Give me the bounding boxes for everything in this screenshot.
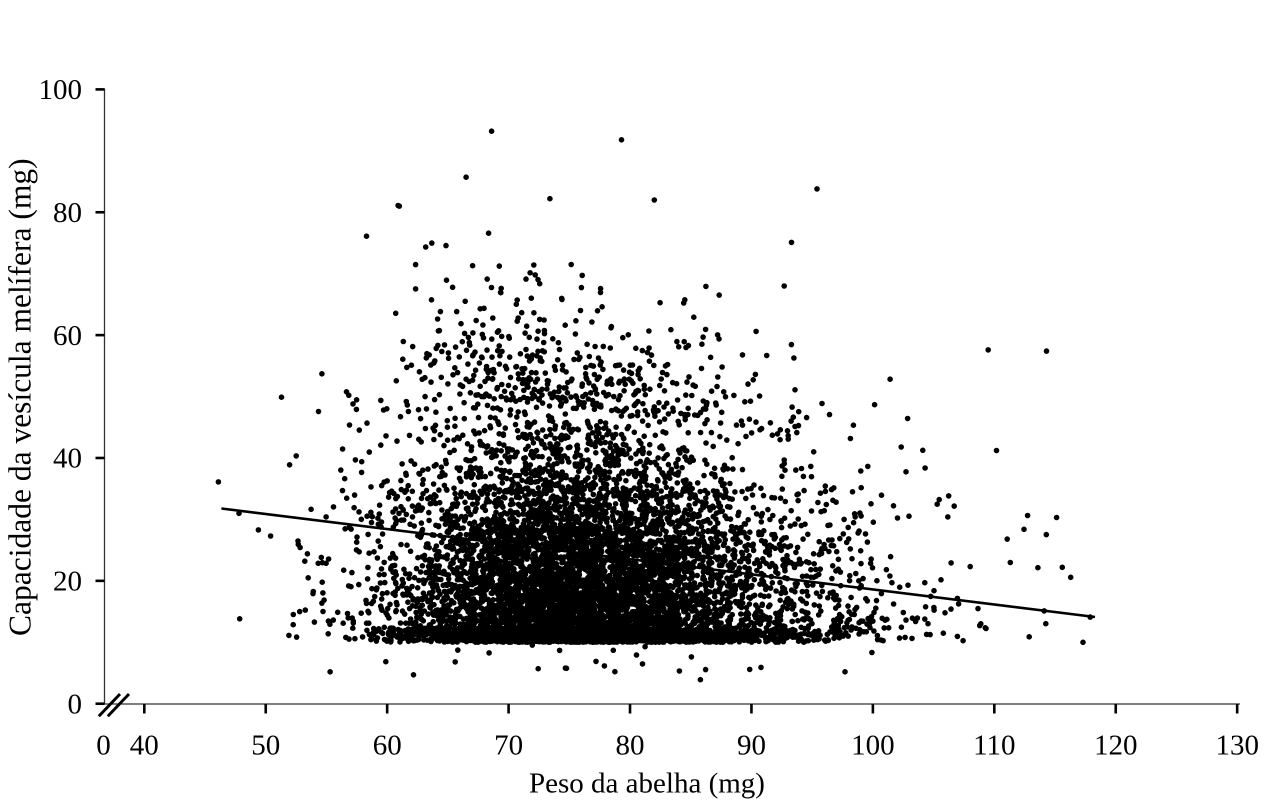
svg-text:100: 100 — [39, 74, 83, 106]
svg-text:60: 60 — [373, 730, 402, 762]
svg-text:60: 60 — [53, 320, 82, 352]
svg-text:80: 80 — [616, 730, 645, 762]
svg-text:80: 80 — [53, 197, 82, 229]
svg-text:40: 40 — [130, 730, 159, 762]
svg-text:20: 20 — [53, 566, 82, 598]
svg-text:110: 110 — [973, 730, 1015, 762]
svg-text:130: 130 — [1215, 730, 1259, 762]
svg-text:0: 0 — [68, 688, 83, 720]
svg-text:50: 50 — [251, 730, 280, 762]
svg-text:120: 120 — [1094, 730, 1138, 762]
svg-text:100: 100 — [851, 730, 895, 762]
svg-text:40: 40 — [53, 443, 82, 475]
svg-text:Capacidade da vesícula melífer: Capacidade da vesícula melífera (mg) — [3, 158, 38, 636]
svg-text:90: 90 — [737, 730, 766, 762]
svg-text:0: 0 — [96, 730, 111, 762]
svg-text:Peso da abelha (mg): Peso da abelha (mg) — [529, 768, 765, 800]
svg-text:70: 70 — [494, 730, 523, 762]
